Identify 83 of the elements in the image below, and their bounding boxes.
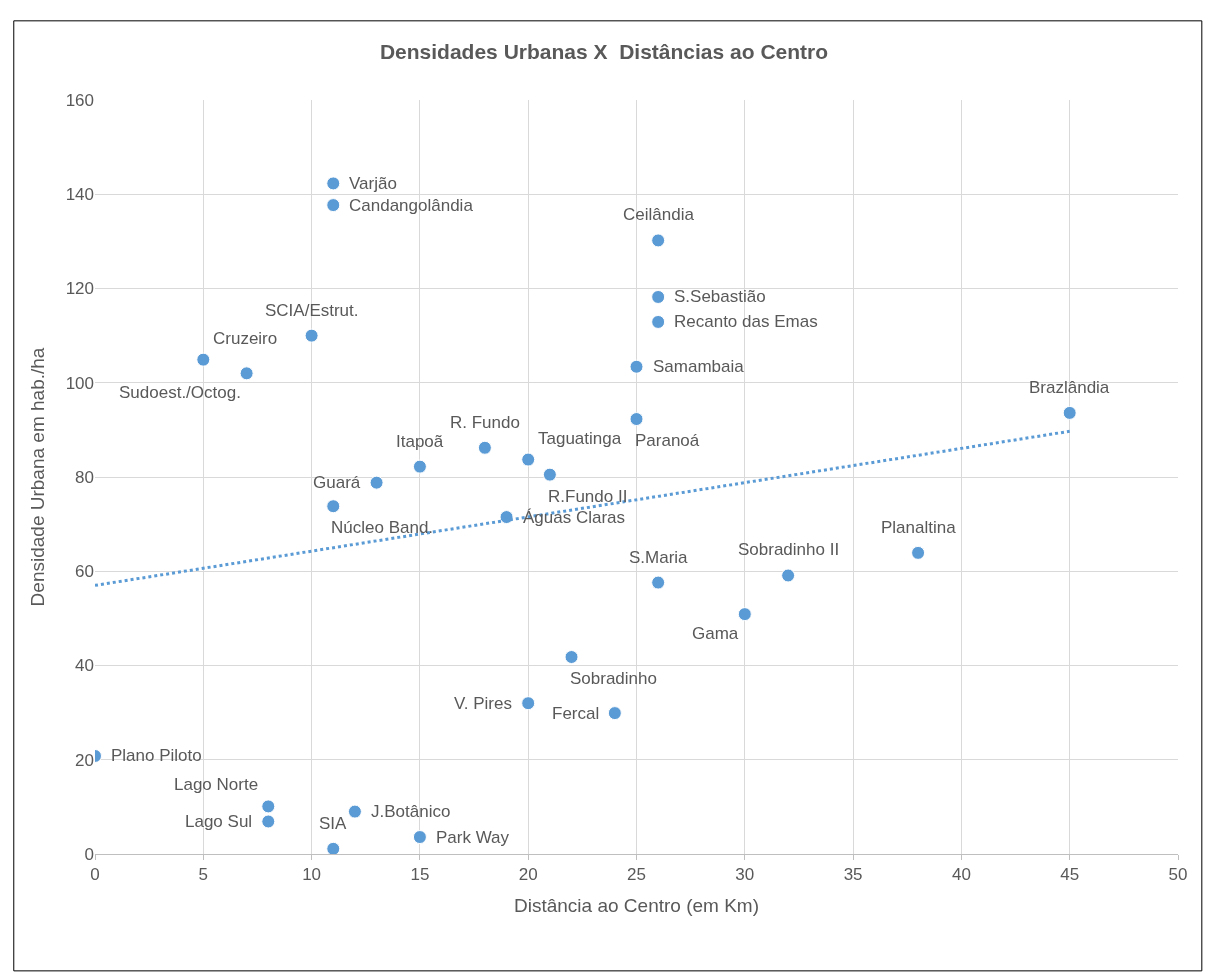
point [326, 176, 341, 191]
annotation: Guará [313, 473, 361, 492]
y-tick-label: 0 [84, 844, 94, 864]
annotation: Lago Sul [185, 812, 253, 831]
y-tick-label: 100 [65, 373, 94, 393]
annotation: Samambaia [653, 357, 745, 376]
point [196, 352, 211, 367]
annotation: V. Pires [454, 694, 512, 713]
y-tick-label: 160 [65, 90, 94, 110]
y-tick-label: 80 [75, 467, 94, 487]
point [781, 568, 796, 583]
point [326, 198, 341, 213]
x-tick-label: 20 [518, 865, 538, 885]
x-tick-label: 45 [1060, 865, 1080, 885]
point [521, 452, 536, 467]
point [564, 650, 579, 665]
annotation: SCIA/Estrut. [265, 301, 359, 320]
point [326, 499, 341, 514]
y-tick-label: 60 [75, 562, 94, 582]
point [629, 412, 644, 427]
annotation: Candangolândia [349, 196, 474, 215]
point [477, 440, 492, 455]
point [651, 575, 666, 590]
annotation: Núcleo Band. [331, 518, 434, 537]
annotation: Varjão [349, 174, 397, 193]
point [369, 475, 384, 490]
annotation: Fercal [552, 704, 600, 723]
annotation: J.Botânico [371, 802, 451, 821]
point [629, 359, 644, 374]
annotation: Taguatinga [538, 429, 622, 448]
x-tick-label: 50 [1168, 865, 1188, 885]
point [651, 289, 666, 304]
annotation: S.Maria [629, 548, 689, 567]
annotation: S.Sebastião [674, 287, 766, 306]
annotation: Cruzeiro [213, 329, 278, 348]
point [261, 799, 276, 814]
x-tick-label: 25 [627, 865, 646, 885]
chart-title: Densidades Urbanas X Distâncias ao Centro [379, 39, 829, 63]
y-tick-label: 140 [65, 185, 94, 205]
x-tick-label: 10 [302, 865, 322, 885]
point [521, 696, 536, 711]
annotation: Sudoest./Octog. [119, 383, 241, 402]
x-tick-label: 40 [951, 865, 971, 885]
annotation: Brazlândia [1029, 378, 1110, 397]
point [261, 814, 276, 829]
annotation: Lago Norte [174, 775, 259, 794]
annotation: Park Way [436, 828, 510, 847]
annotation: Sobradinho II [738, 540, 840, 559]
annotation: Plano Piloto [111, 746, 202, 765]
point [304, 328, 319, 343]
point [737, 607, 752, 622]
y-axis-title: Densidade Urbana em hab./ha [27, 347, 49, 607]
x-axis-title: Distância ao Centro (em Km) [514, 895, 759, 917]
x-tick-label: 30 [735, 865, 755, 885]
y-tick-label: 20 [75, 750, 94, 770]
point [412, 459, 427, 474]
point [499, 510, 514, 525]
annotation: Ceilândia [623, 205, 695, 224]
point [911, 545, 926, 560]
annotation: Gama [692, 624, 739, 643]
annotation: SIA [319, 814, 348, 833]
point [1062, 405, 1077, 420]
annotation: R. Fundo [450, 413, 520, 432]
point [651, 314, 666, 329]
y-tick-label: 120 [65, 279, 94, 299]
point [607, 706, 622, 721]
annotation: Planaltina [881, 518, 957, 537]
point [347, 804, 362, 819]
point [542, 467, 557, 482]
x-tick-label: 35 [843, 865, 863, 885]
annotation: Águas Claras [523, 508, 626, 527]
point [412, 830, 427, 845]
point [239, 366, 254, 381]
point [326, 841, 341, 854]
annotation: Recanto das Emas [674, 312, 818, 331]
annotation: R.Fundo II [548, 487, 628, 506]
point [651, 233, 666, 248]
x-tick-label: 15 [410, 865, 430, 885]
y-tick-label: 40 [75, 656, 94, 676]
x-tick-label: 5 [198, 865, 209, 885]
annotation: Paranoá [635, 431, 700, 450]
annotation: Itapoã [396, 432, 444, 451]
annotation: Sobradinho [570, 669, 657, 688]
